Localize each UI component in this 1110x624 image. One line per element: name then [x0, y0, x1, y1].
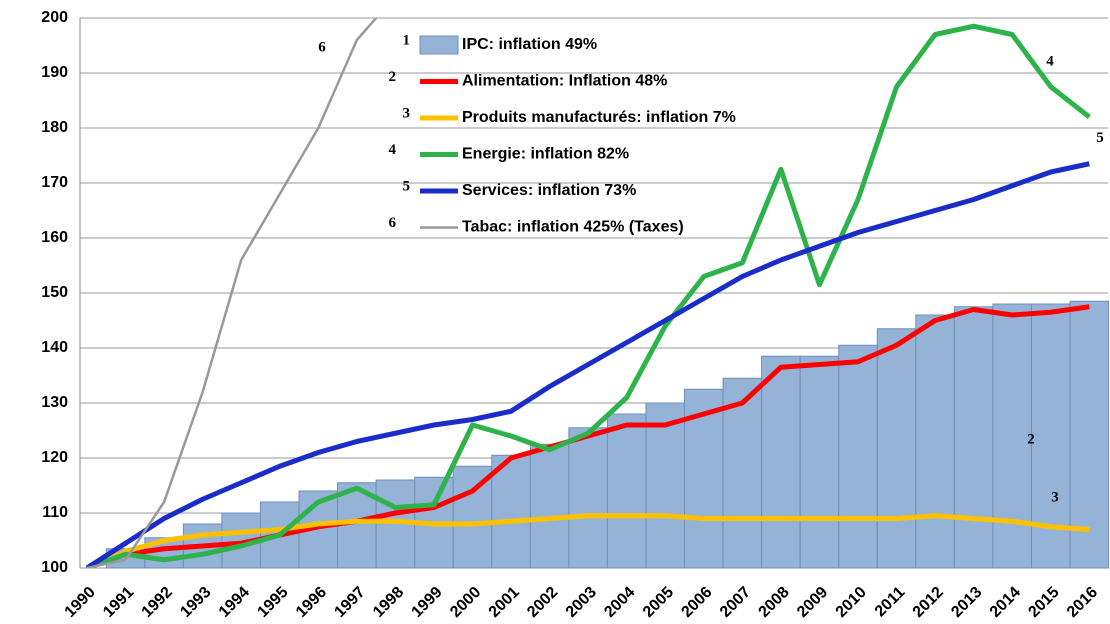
x-tick-label: 2006	[678, 584, 715, 621]
legend-label: Produits manufacturés: inflation 7%	[462, 109, 736, 126]
x-tick-label: 2005	[640, 584, 677, 621]
x-tick-label: 2014	[987, 584, 1024, 621]
x-tick-label: 1995	[254, 584, 291, 621]
x-tick-label: 1991	[100, 584, 137, 621]
y-tick-label: 160	[41, 229, 68, 246]
x-tick-label: 1997	[331, 584, 368, 621]
x-tick-label: 2012	[910, 584, 947, 621]
x-tick-label: 1993	[177, 584, 214, 621]
x-tick-label: 2013	[948, 584, 985, 621]
y-tick-label: 140	[41, 339, 68, 356]
x-tick-label: 1996	[293, 584, 330, 621]
bar	[953, 306, 994, 569]
y-tick-label: 110	[42, 504, 68, 521]
line	[85, 161, 1090, 568]
legend-swatch	[419, 35, 459, 55]
bar	[606, 413, 647, 569]
legend-number: 3	[403, 105, 411, 121]
legend-number: 2	[389, 69, 397, 85]
series-annotation: 5	[1096, 130, 1104, 146]
series-annotation: 6	[318, 39, 326, 55]
legend-label: Services: inflation 73%	[462, 182, 636, 199]
series-annotation: 2	[1027, 431, 1035, 447]
x-tick-label: 2011	[872, 584, 909, 621]
x-tick-label: 1999	[409, 584, 446, 621]
bar	[722, 377, 763, 569]
x-tick-label: 2001	[486, 584, 523, 621]
x-tick-label: 2016	[1064, 584, 1101, 621]
bar	[992, 303, 1032, 569]
line	[86, 23, 1091, 568]
x-tick-label: 1994	[216, 584, 253, 621]
line	[86, 18, 378, 568]
legend-label: IPC: inflation 49%	[462, 36, 597, 53]
x-tick-label: 2003	[563, 584, 600, 621]
x-tick-label: 2008	[756, 584, 793, 621]
legend-number: 5	[403, 178, 411, 194]
bars	[105, 300, 1110, 569]
x-tick-label: 1992	[139, 584, 176, 621]
bar	[568, 427, 608, 569]
x-tick-label: 2010	[833, 584, 870, 621]
y-tick-label: 130	[41, 394, 68, 411]
bar	[876, 328, 917, 569]
bar	[799, 355, 840, 569]
series-annotation: 4	[1046, 53, 1054, 69]
y-tick-label: 180	[41, 119, 68, 136]
y-tick-label: 150	[41, 284, 68, 301]
bar	[529, 443, 570, 569]
x-tick-label: 1998	[370, 584, 407, 621]
bar	[491, 454, 531, 569]
x-tick-label: 1990	[62, 584, 99, 621]
legend-label: Alimentation: Inflation 48%	[462, 73, 667, 90]
line	[86, 513, 1090, 568]
bar	[645, 402, 686, 569]
y-tick-label: 200	[41, 9, 68, 26]
legend-number: 1	[403, 32, 411, 48]
legend-label: Tabac: inflation 425% (Taxes)	[462, 219, 684, 236]
y-tick-label: 170	[41, 174, 68, 191]
bar	[761, 355, 801, 569]
y-tick-label: 100	[41, 559, 68, 576]
series-annotation: 3	[1051, 489, 1059, 505]
legend-label: Energie: inflation 82%	[462, 146, 629, 163]
x-tick-label: 2009	[794, 584, 831, 621]
x-tick-label: 2015	[1025, 584, 1062, 621]
lines	[85, 18, 1091, 568]
x-tick-label: 2007	[717, 584, 754, 621]
x-tick-label: 2000	[447, 584, 484, 621]
bar	[838, 344, 878, 569]
legend-number: 6	[389, 215, 397, 231]
bar	[915, 314, 955, 569]
legend-number: 4	[389, 142, 397, 158]
x-tick-label: 2004	[601, 584, 638, 621]
x-tick-label: 2002	[524, 584, 561, 621]
bar	[1069, 300, 1110, 569]
y-tick-label: 120	[41, 449, 68, 466]
y-tick-label: 190	[41, 64, 68, 81]
